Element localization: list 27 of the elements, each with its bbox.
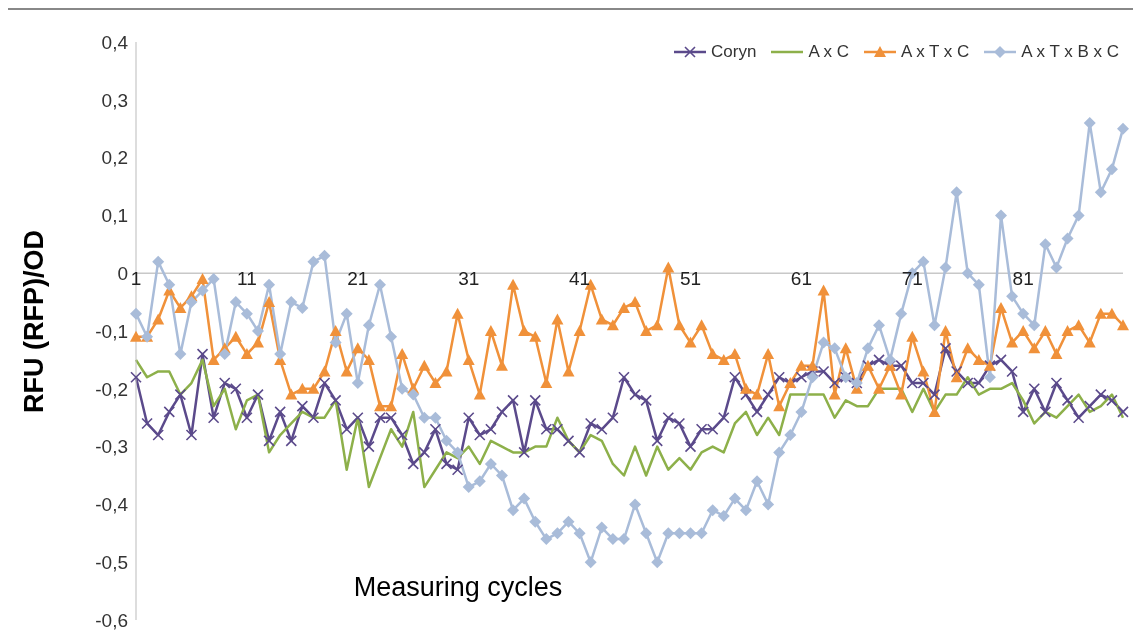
x-tick-label: 61 (790, 268, 812, 290)
y-tick-label: 0 (117, 262, 128, 284)
x-tick-label: 11 (237, 268, 257, 290)
y-tick-label: -0,5 (95, 551, 128, 573)
legend-label: Coryn (711, 42, 757, 62)
y-tick-label: 0,4 (101, 31, 129, 53)
y-tick-label: -0,2 (95, 378, 128, 400)
y-tick-label: 0,1 (101, 205, 128, 227)
legend-label: A x T x B x C (1021, 42, 1119, 62)
x-tick-label: 81 (1012, 268, 1034, 290)
x-tick-label: 21 (347, 268, 369, 290)
x-axis-title: Measuring cycles (352, 572, 564, 603)
x-tick-label: 51 (679, 268, 702, 290)
legend-label: A x T x C (901, 42, 970, 62)
legend-label: A x C (808, 42, 850, 62)
y-tick-label: -0,3 (95, 436, 128, 458)
y-tick-label: 0,2 (101, 147, 128, 169)
line-series (134, 358, 1125, 489)
y-tick-label: 0,3 (101, 89, 128, 111)
y-tick-label: -0,1 (95, 320, 128, 342)
x-tick-label: 1 (130, 268, 142, 290)
x-tick-label: 31 (458, 268, 480, 290)
y-axis-title: RFU (RFP)/OD (18, 229, 50, 413)
y-tick-label: -0,6 (95, 609, 128, 631)
x-tick-label: 71 (901, 268, 923, 290)
x-tick-label: 41 (569, 268, 591, 290)
y-tick-label: -0,4 (95, 494, 129, 516)
